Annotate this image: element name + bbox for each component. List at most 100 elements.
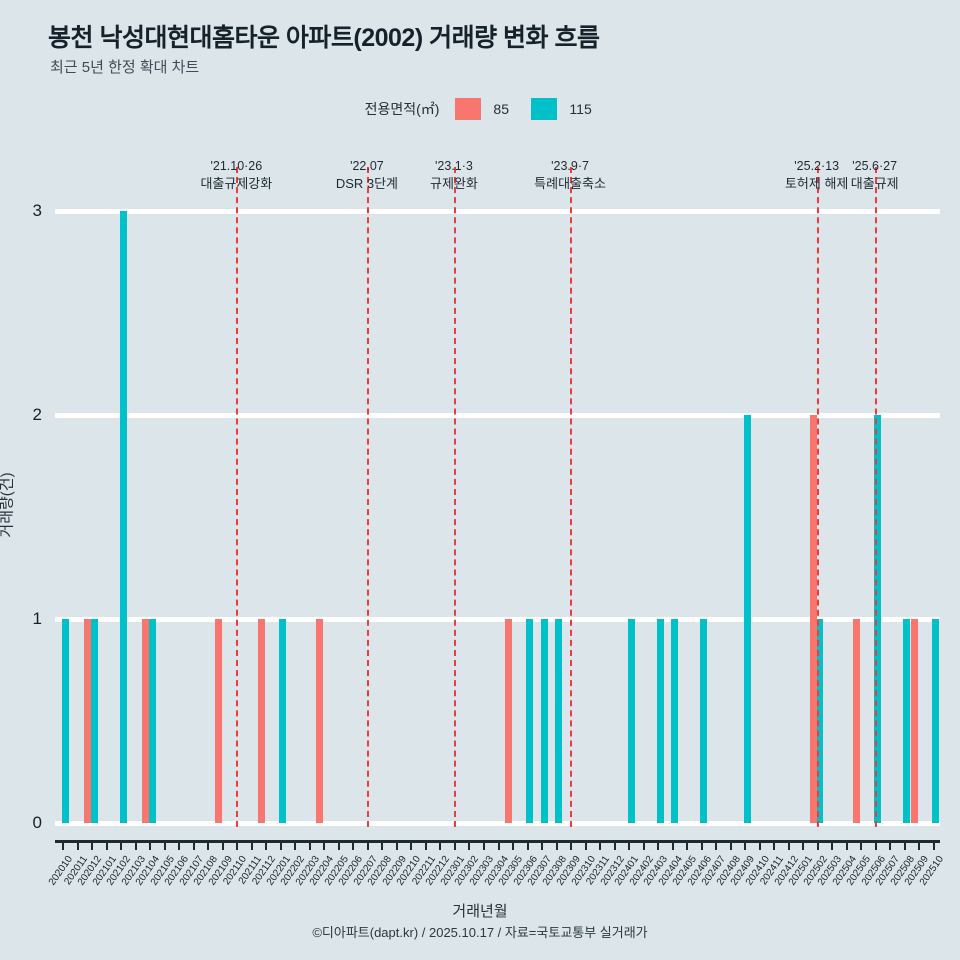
x-tick [439, 840, 442, 850]
plot-area [55, 167, 940, 827]
x-tick [482, 840, 485, 850]
event-line-202301 [453, 167, 456, 827]
bar-115-202201 [279, 619, 287, 823]
x-tick [642, 840, 645, 850]
bar-115-202409 [743, 415, 751, 823]
event-date: '23.9·7 [551, 159, 589, 173]
x-tick [192, 840, 195, 850]
x-tick [279, 840, 282, 850]
x-tick [308, 840, 311, 850]
event-date: '25.6·27 [852, 159, 898, 173]
x-tick [120, 840, 123, 850]
x-tick [860, 840, 863, 850]
bar-115-202502 [816, 619, 824, 823]
x-tick [628, 840, 631, 850]
gridline [55, 617, 940, 622]
x-tick [599, 840, 602, 850]
bar-85-202505 [853, 619, 861, 823]
x-tick [105, 840, 108, 850]
y-tick-label: 1 [32, 609, 42, 628]
x-tick [671, 840, 674, 850]
x-tick [526, 840, 529, 850]
x-tick [134, 840, 137, 850]
event-label-202110: '21.10·26 대출규제강화 [200, 158, 272, 192]
event-label-202309: '23.9·7 특례대출축소 [534, 158, 606, 192]
bar-115-202406 [700, 619, 708, 823]
event-date: '23.1·3 [435, 159, 473, 173]
x-tick [715, 840, 718, 850]
x-tick [555, 840, 558, 850]
x-tick [570, 840, 573, 850]
bar-85-202012 [84, 619, 92, 823]
y-axis-title: 거래량(건) [0, 472, 16, 538]
gridline [55, 413, 940, 418]
x-tick [700, 840, 703, 850]
x-tick [903, 840, 906, 850]
x-tick [932, 840, 935, 850]
x-tick [424, 840, 427, 850]
x-tick [207, 840, 210, 850]
x-tick [918, 840, 921, 850]
y-axis-tick-labels: 0 1 2 3 [0, 0, 55, 960]
y-tick-label: 0 [32, 813, 42, 832]
y-tick-label: 2 [32, 405, 42, 424]
bar-115-202506 [874, 415, 882, 823]
event-line-202110 [236, 167, 239, 827]
event-text: DSR 3단계 [335, 176, 399, 191]
event-date: '22.07 [350, 159, 384, 173]
x-tick [395, 840, 398, 850]
x-tick [294, 840, 297, 850]
x-tick [163, 840, 166, 850]
x-tick [874, 840, 877, 850]
gridline [55, 821, 940, 826]
x-tick [541, 840, 544, 850]
event-text: 대출규제강화 [200, 176, 273, 191]
page-subtitle: 최근 5년 한정 확대 차트 [50, 59, 200, 76]
page-title: 봉천 낙성대현대홈타운 아파트(2002) 거래량 변화 흐름 [48, 24, 600, 52]
legend-title: 전용면적(㎡) [364, 101, 440, 117]
x-tick [744, 840, 747, 850]
bar-115-202012 [90, 619, 98, 823]
bar-115-202510 [932, 619, 940, 823]
x-tick [366, 840, 369, 850]
x-tick [584, 840, 587, 850]
chart-footer: ©디아파트(dapt.kr) / 2025.10.17 / 자료=국토교통부 실… [312, 925, 648, 940]
x-tick [352, 840, 355, 850]
x-tick [686, 840, 689, 850]
bar-115-202104 [148, 619, 156, 823]
bar-85-202104 [142, 619, 150, 823]
x-tick [831, 840, 834, 850]
bar-115-202308 [555, 619, 563, 823]
x-tick [512, 840, 514, 850]
bar-85-202509 [911, 619, 919, 823]
x-tick [265, 840, 268, 850]
bar-85-202305 [504, 619, 512, 823]
x-tick [802, 840, 805, 850]
bar-115-202404 [671, 619, 679, 823]
x-tick [250, 840, 253, 850]
x-tick [178, 840, 181, 850]
x-tick [149, 840, 152, 850]
x-tick [453, 840, 456, 850]
x-tick [76, 840, 79, 850]
bar-115-202307 [540, 619, 548, 823]
x-tick [410, 840, 413, 850]
event-text: 특례대출축소 [534, 176, 606, 191]
bar-115-202403 [656, 619, 664, 823]
legend-label-115: 115 [569, 101, 592, 117]
bar-85-202112 [258, 619, 266, 823]
x-tick [787, 840, 790, 850]
x-tick [468, 840, 471, 850]
y-tick-label: 3 [32, 201, 42, 220]
x-tick [889, 840, 892, 850]
bar-115-202010 [61, 619, 69, 823]
x-tick [221, 840, 224, 850]
x-tick [657, 840, 660, 850]
event-line-202506 [874, 167, 877, 827]
bar-85-202204 [316, 619, 324, 823]
event-label-202506: '25.6·27 대출규제 [851, 158, 899, 192]
legend-swatch-115 [531, 98, 558, 120]
bar-115-202102 [119, 211, 127, 823]
event-line-202207 [366, 167, 369, 827]
x-axis-title: 거래년월 [452, 903, 508, 920]
